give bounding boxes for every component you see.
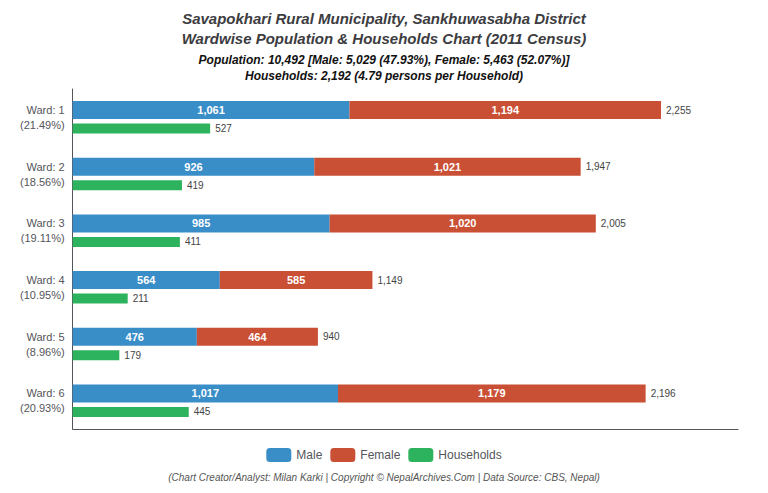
svg-text:179: 179 bbox=[124, 350, 141, 361]
svg-text:(20.93%): (20.93%) bbox=[20, 402, 65, 414]
svg-text:(Chart Creator/Analyst: Milan: (Chart Creator/Analyst: Milan Karki | Co… bbox=[168, 472, 600, 483]
svg-text:1,194: 1,194 bbox=[491, 104, 519, 116]
svg-text:940: 940 bbox=[323, 331, 340, 342]
svg-text:2,255: 2,255 bbox=[666, 105, 691, 116]
svg-text:1,149: 1,149 bbox=[377, 275, 402, 286]
svg-text:Households: Households bbox=[438, 448, 501, 462]
svg-text:Population: 10,492 [Male: 5,02: Population: 10,492 [Male: 5,029 (47.93%)… bbox=[199, 53, 571, 67]
svg-text:(8.96%): (8.96%) bbox=[26, 346, 65, 358]
svg-text:(19.11%): (19.11%) bbox=[21, 232, 65, 244]
svg-text:445: 445 bbox=[194, 406, 211, 417]
svg-text:926: 926 bbox=[184, 161, 202, 173]
svg-text:1,021: 1,021 bbox=[434, 161, 462, 173]
svg-text:585: 585 bbox=[287, 274, 305, 286]
svg-text:985: 985 bbox=[192, 217, 210, 229]
svg-text:Ward: 1: Ward: 1 bbox=[27, 104, 65, 116]
svg-text:211: 211 bbox=[133, 293, 149, 304]
svg-text:Ward: 6: Ward: 6 bbox=[27, 387, 65, 399]
svg-text:564: 564 bbox=[137, 274, 156, 286]
svg-text:527: 527 bbox=[215, 123, 232, 134]
svg-text:476: 476 bbox=[126, 331, 144, 343]
svg-text:1,947: 1,947 bbox=[586, 161, 611, 172]
svg-text:411: 411 bbox=[185, 236, 201, 247]
svg-text:Female: Female bbox=[360, 448, 400, 462]
svg-text:464: 464 bbox=[248, 331, 267, 343]
svg-text:Wardwise Population & Househol: Wardwise Population & Households Chart (… bbox=[182, 30, 587, 47]
svg-text:(18.56%): (18.56%) bbox=[20, 176, 65, 188]
svg-text:1,179: 1,179 bbox=[478, 387, 506, 399]
svg-text:(10.95%): (10.95%) bbox=[20, 289, 65, 301]
svg-text:Male: Male bbox=[296, 448, 322, 462]
svg-text:Ward: 4: Ward: 4 bbox=[27, 274, 65, 286]
svg-text:2,196: 2,196 bbox=[651, 388, 676, 399]
svg-text:1,061: 1,061 bbox=[197, 104, 225, 116]
svg-text:Households: 2,192 (4.79 person: Households: 2,192 (4.79 persons per Hous… bbox=[245, 69, 523, 83]
svg-text:1,017: 1,017 bbox=[192, 387, 220, 399]
svg-text:Ward: 3: Ward: 3 bbox=[27, 217, 65, 229]
svg-text:Savapokhari Rural Municipality: Savapokhari Rural Municipality, Sankhuwa… bbox=[182, 10, 587, 27]
svg-text:1,020: 1,020 bbox=[449, 217, 477, 229]
svg-text:(21.49%): (21.49%) bbox=[20, 119, 65, 131]
svg-text:Ward: 2: Ward: 2 bbox=[27, 161, 65, 173]
svg-text:419: 419 bbox=[187, 180, 204, 191]
svg-text:Ward: 5: Ward: 5 bbox=[27, 331, 65, 343]
svg-text:2,005: 2,005 bbox=[601, 218, 626, 229]
